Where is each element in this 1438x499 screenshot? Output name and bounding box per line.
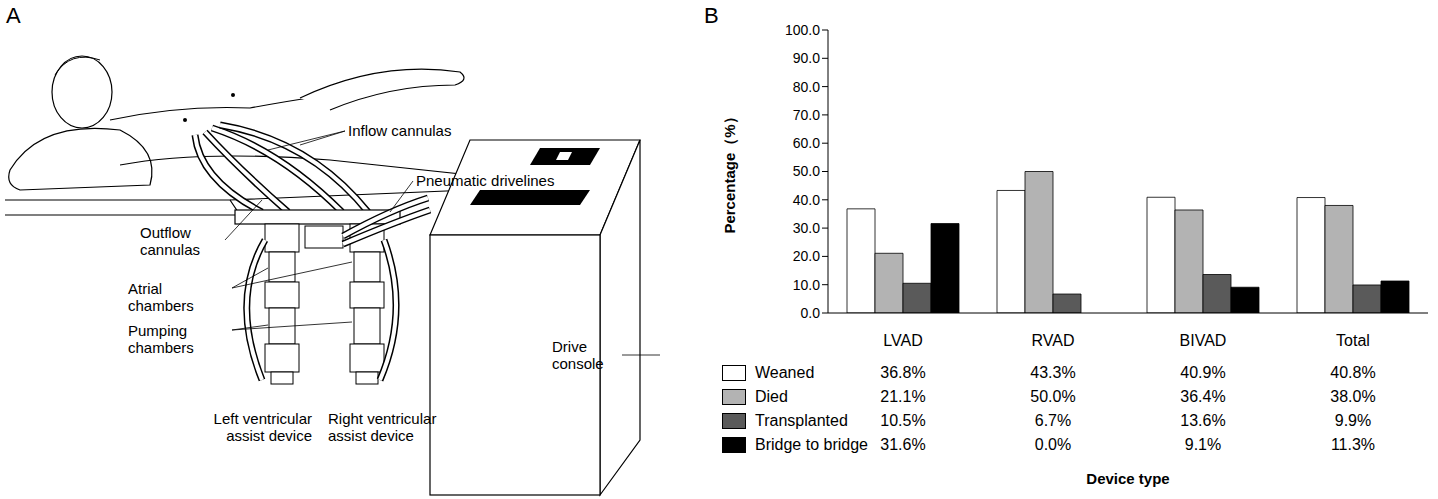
html-text:B: B [704,3,719,28]
html-text:Device type: Device type [1086,470,1170,487]
html-text:9.9%: 9.9% [1334,412,1372,429]
html-text:Pneumatic drivelines: Pneumatic drivelines [416,172,555,189]
html-text:11.3%: 11.3% [1330,436,1376,453]
html-text:Left ventricular assist device: Left ventricular assist device [213,410,312,444]
svg-text:LVAD: LVAD [883,332,922,349]
html-text:Outflow cannulas: Outflow cannulas [140,224,200,258]
svg-text:80.0: 80.0 [793,79,820,95]
svg-text:70.0: 70.0 [793,107,820,123]
svg-text:RVAD: RVAD [1032,332,1075,349]
html-text:36.8%: 36.8% [880,364,926,381]
html-text:6.7%: 6.7% [1034,412,1072,429]
html-text:43.3%: 43.3% [1030,364,1076,381]
html-text:A: A [6,3,21,28]
svg-text:60.0: 60.0 [793,135,820,151]
html-text:13.6%: 13.6% [1180,412,1226,429]
svg-text:40.0: 40.0 [793,192,820,208]
html-text:21.1%: 21.1% [880,388,926,405]
svg-text:20.0: 20.0 [793,248,820,264]
html-text:10.5%: 10.5% [880,412,926,429]
html-text:50.0%: 50.0% [1030,388,1076,405]
html-text:Pumping chambers: Pumping chambers [128,322,194,356]
svg-text:Total: Total [1336,332,1370,349]
svg-text:0.0: 0.0 [801,305,821,321]
html-text:Right ventricular assist devic: Right ventricular assist device [328,410,437,444]
html-text:Drive console: Drive console [552,338,604,372]
html-text:31.6%: 31.6% [880,436,926,453]
html-text:40.9%: 40.9% [1180,364,1226,381]
svg-text:BIVAD: BIVAD [1180,332,1227,349]
html-text:0.0%: 0.0% [1034,436,1072,453]
html-text:Transplanted: Transplanted [755,412,848,429]
html-text:38.0%: 38.0% [1330,388,1376,405]
svg-text:90.0: 90.0 [793,50,820,66]
html-text:40.8%: 40.8% [1330,364,1376,381]
svg-text:100.0: 100.0 [785,22,820,38]
svg-text:50.0: 50.0 [793,163,820,179]
html-text:36.4%: 36.4% [1180,388,1226,405]
html-text:9.1%: 9.1% [1184,436,1222,453]
html-text:Died: Died [755,388,788,405]
html-text:Bridge to bridge: Bridge to bridge [755,436,868,453]
svg-text:10.0: 10.0 [793,277,820,293]
html-text:Weaned: Weaned [755,364,815,381]
html-text:Atrial chambers: Atrial chambers [128,280,194,314]
html-text:Inflow cannulas: Inflow cannulas [348,122,452,139]
svg-text:30.0: 30.0 [793,220,820,236]
svg-text:Percentage（%）: Percentage（%） [721,109,738,233]
